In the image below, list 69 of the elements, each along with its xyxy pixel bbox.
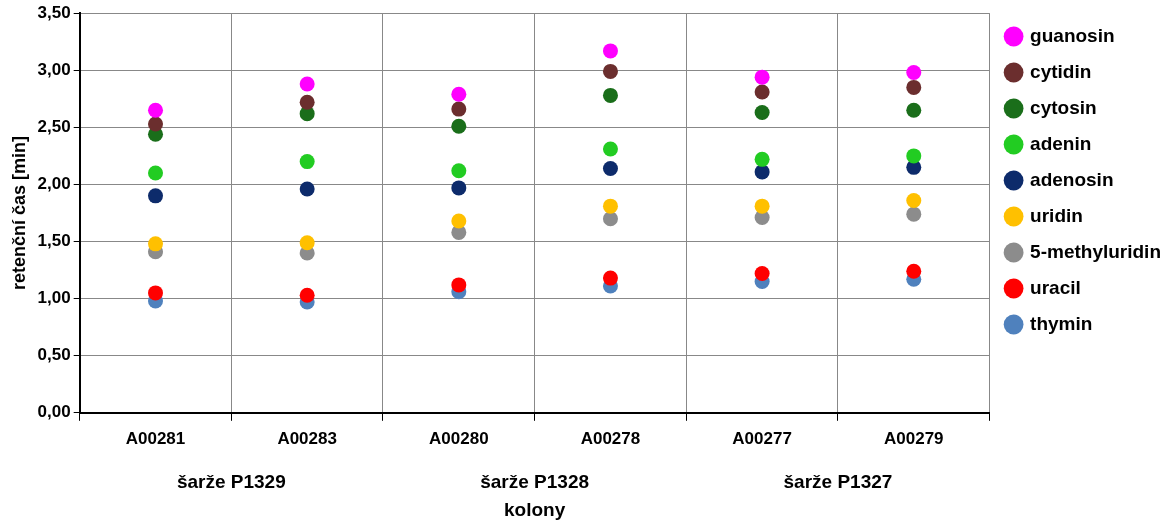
point (299, 287, 315, 303)
point (754, 266, 770, 282)
point (299, 94, 315, 110)
point (148, 285, 164, 301)
point (602, 211, 618, 227)
y-tick-label: 0,00 (37, 402, 71, 422)
legend-label: cytosin (1030, 96, 1097, 118)
legend-label: 5-methyluridin (1030, 240, 1161, 262)
point (602, 198, 618, 214)
point (451, 86, 467, 102)
x-axis-title: kolony (504, 498, 566, 520)
point (754, 198, 770, 214)
x-tick-label: A00283 (277, 428, 337, 448)
point (451, 101, 467, 117)
point (602, 43, 618, 59)
x-tick-label: A00279 (883, 428, 944, 448)
point (602, 141, 618, 157)
point (299, 76, 315, 92)
text: šarže P1328 (480, 470, 590, 493)
point (299, 154, 315, 170)
point (451, 180, 467, 196)
point (148, 188, 164, 204)
y-tick-label: 2,00 (37, 174, 71, 194)
legend-label: adenin (1030, 132, 1092, 154)
y-tick-label: 3,00 (37, 59, 71, 79)
legend-label: guanosin (1030, 24, 1115, 46)
point (906, 65, 922, 81)
point (451, 118, 467, 134)
point (299, 235, 315, 251)
point (906, 192, 922, 208)
point (148, 116, 164, 132)
y-tick-label: 0,50 (37, 345, 71, 365)
y-tick-label: 1,50 (37, 231, 71, 251)
point (602, 87, 618, 103)
legend-label: uridin (1030, 204, 1083, 226)
point (906, 102, 922, 118)
point (602, 270, 618, 286)
point (906, 148, 922, 164)
legend-label: uracil (1030, 276, 1081, 298)
point (906, 79, 922, 95)
point (754, 164, 770, 180)
point (451, 277, 467, 293)
point (906, 263, 922, 279)
point (754, 69, 770, 85)
point (754, 84, 770, 100)
text: šarže P1329 (176, 470, 286, 493)
y-axis-title: retenční čas [min] (8, 135, 29, 291)
x-tick-label: A00277 (732, 428, 792, 448)
point (148, 236, 164, 252)
legend-label: cytidin (1030, 60, 1092, 82)
x-tick-label: A00278 (580, 428, 641, 448)
y-tick-label: 2,50 (37, 117, 71, 137)
legend-label: adenosin (1030, 168, 1114, 190)
point (148, 102, 164, 118)
point (906, 206, 922, 222)
point (602, 160, 618, 176)
x-tick-label: A00280 (429, 428, 489, 448)
legend-label: thymin (1030, 312, 1093, 334)
x-tick-label: A00281 (125, 428, 186, 448)
point (299, 181, 315, 197)
text: šarže P1327 (783, 470, 893, 493)
point (451, 163, 467, 179)
point (602, 63, 618, 79)
point (148, 165, 164, 181)
y-tick-label: 3,50 (37, 2, 71, 22)
point (754, 105, 770, 121)
point (754, 151, 770, 167)
point (451, 213, 467, 229)
y-tick-label: 1,00 (37, 288, 71, 308)
